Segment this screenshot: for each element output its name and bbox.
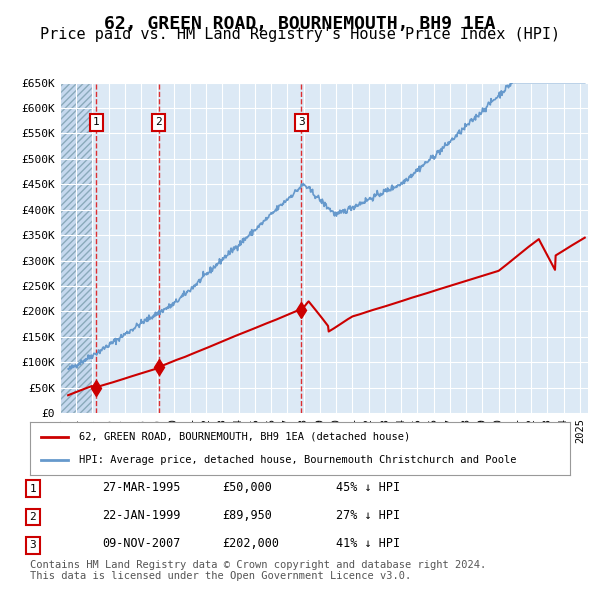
Text: 27-MAR-1995: 27-MAR-1995 xyxy=(102,481,181,494)
Text: Contains HM Land Registry data © Crown copyright and database right 2024.
This d: Contains HM Land Registry data © Crown c… xyxy=(30,559,486,581)
Text: 3: 3 xyxy=(298,117,305,127)
Text: 1: 1 xyxy=(29,484,37,494)
Text: 62, GREEN ROAD, BOURNEMOUTH, BH9 1EA: 62, GREEN ROAD, BOURNEMOUTH, BH9 1EA xyxy=(104,15,496,33)
Text: 45% ↓ HPI: 45% ↓ HPI xyxy=(336,481,400,494)
Text: 22-JAN-1999: 22-JAN-1999 xyxy=(102,509,181,522)
Text: £50,000: £50,000 xyxy=(222,481,272,494)
Text: HPI: Average price, detached house, Bournemouth Christchurch and Poole: HPI: Average price, detached house, Bour… xyxy=(79,455,516,465)
Text: 62, GREEN ROAD, BOURNEMOUTH, BH9 1EA (detached house): 62, GREEN ROAD, BOURNEMOUTH, BH9 1EA (de… xyxy=(79,432,410,442)
Text: 1: 1 xyxy=(93,117,100,127)
Text: £202,000: £202,000 xyxy=(222,537,279,550)
Text: 2: 2 xyxy=(29,512,37,522)
Text: 41% ↓ HPI: 41% ↓ HPI xyxy=(336,537,400,550)
Text: Price paid vs. HM Land Registry's House Price Index (HPI): Price paid vs. HM Land Registry's House … xyxy=(40,27,560,41)
Text: 09-NOV-2007: 09-NOV-2007 xyxy=(102,537,181,550)
Text: 3: 3 xyxy=(29,540,37,550)
Text: £89,950: £89,950 xyxy=(222,509,272,522)
Text: 27% ↓ HPI: 27% ↓ HPI xyxy=(336,509,400,522)
Text: 2: 2 xyxy=(155,117,162,127)
Bar xyxy=(60,83,92,413)
